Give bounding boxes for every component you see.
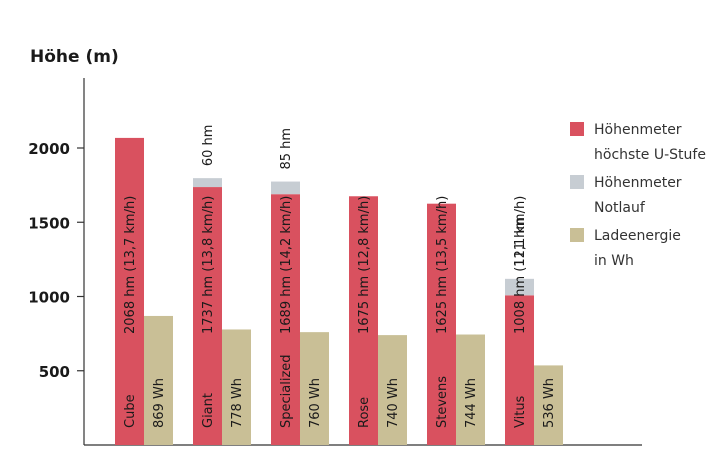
legend-swatch xyxy=(570,228,584,242)
bar-hoehenmeter-notlauf xyxy=(271,181,300,195)
bar-ladeenergie xyxy=(222,329,251,445)
legend-label: Ladeenergie xyxy=(594,228,681,244)
bars-group: Cube 2068 hm (13,7 km/h) 869 Wh 60 hm Giant 1… xyxy=(115,125,563,446)
bar-ladeenergie xyxy=(456,334,485,445)
data-label: 778 Wh xyxy=(230,378,245,428)
bar-hoehenmeter-u-stufe xyxy=(349,196,378,445)
data-label: 1008 hm (12,1 km/h) xyxy=(513,196,528,334)
data-label: 740 Wh xyxy=(386,378,401,428)
data-label: Rose xyxy=(357,397,372,428)
data-label: 760 Wh xyxy=(308,378,323,428)
data-label: 111 hm xyxy=(513,217,528,267)
bar-hoehenmeter-u-stufe xyxy=(427,203,456,445)
y-axis-title: Höhe (m) xyxy=(30,47,119,67)
y-axis: 500 1000 1500 2000 xyxy=(28,78,642,446)
bar-hoehenmeter-notlauf xyxy=(193,178,222,188)
legend-label: Höhenmeter xyxy=(594,122,682,138)
bar-ladeenergie xyxy=(300,332,329,445)
data-label: Specialized xyxy=(279,354,294,428)
data-label: 1737 hm (13,8 km/h) xyxy=(201,196,216,334)
y-tick-label: 2000 xyxy=(28,140,70,158)
bar-hoehenmeter-u-stufe xyxy=(271,194,300,445)
legend-label: höchste U-Stufe xyxy=(594,147,706,163)
data-label: 536 Wh xyxy=(542,378,557,428)
legend-swatch xyxy=(570,122,584,136)
data-label: Stevens xyxy=(435,376,450,428)
bar-hoehenmeter-u-stufe xyxy=(115,137,144,446)
legend-label: in Wh xyxy=(594,253,634,269)
bar-hoehenmeter-u-stufe xyxy=(193,187,222,446)
data-label: 1689 hm (14,2 km/h) xyxy=(279,196,294,334)
legend-label: Höhenmeter xyxy=(594,175,682,191)
data-label: Cube xyxy=(123,394,138,428)
legend: Höhenmeter höchste U-Stufe Höhenmeter Notla… xyxy=(570,122,706,269)
legend-swatch xyxy=(570,175,584,189)
bar-ladeenergie xyxy=(144,315,173,445)
data-label: 1625 hm (13,5 km/h) xyxy=(435,196,450,334)
bar-hoehenmeter-u-stufe xyxy=(505,295,534,445)
bar-hoehenmeter-notlauf xyxy=(505,278,534,296)
data-label: 744 Wh xyxy=(464,378,479,428)
data-label: 869 Wh xyxy=(152,378,167,428)
legend-label: Notlauf xyxy=(594,200,646,216)
y-tick-label: 1500 xyxy=(28,214,70,232)
y-tick-label: 500 xyxy=(39,363,70,381)
bar-ladeenergie xyxy=(378,335,407,445)
data-label: 85 hm xyxy=(279,128,294,170)
data-label: Vitus xyxy=(513,395,528,428)
y-tick-label: 1000 xyxy=(28,289,70,307)
bar-ladeenergie xyxy=(534,365,563,445)
data-label: Giant xyxy=(201,393,216,428)
data-label: 2068 hm (13,7 km/h) xyxy=(123,196,138,334)
data-label: 60 hm xyxy=(201,125,216,167)
data-label: 1675 hm (12,8 km/h) xyxy=(357,196,372,334)
